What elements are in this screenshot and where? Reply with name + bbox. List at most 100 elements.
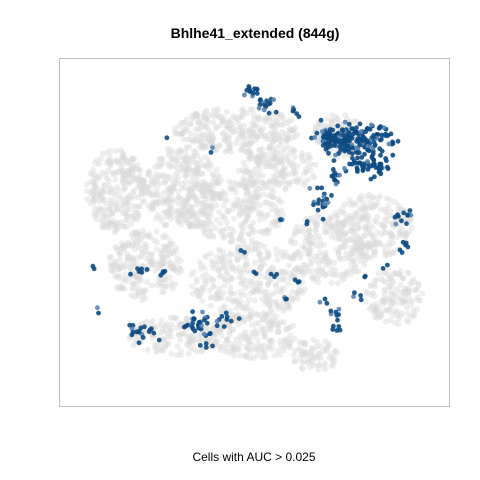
active-cell-point [332,133,337,138]
background-cell-point [347,213,353,219]
background-cell-point [271,156,277,162]
active-cell-point [145,267,150,272]
background-cell-point [131,281,137,287]
active-cell-point [316,201,321,206]
active-cell-point [394,222,399,227]
background-cell-point [306,227,312,233]
background-cell-point [266,310,272,316]
background-cell-point [118,245,124,251]
background-cell-point [411,311,417,317]
background-cell-point [290,165,296,171]
background-cell-point [149,203,155,209]
active-cell-point [347,122,352,127]
background-cell-point [170,197,176,203]
background-cell-point [352,264,358,270]
background-cell-point [93,216,99,222]
background-cell-point [263,136,269,142]
active-cell-point [325,301,330,306]
active-cell-point [149,326,154,331]
background-cell-point [128,221,134,227]
background-cell-point [269,201,275,207]
background-cell-point [240,241,246,247]
active-cell-point [315,186,320,191]
background-cell-point [221,203,227,209]
background-cell-point [320,122,326,128]
background-cell-point [344,237,350,243]
active-cell-point [365,159,370,164]
background-cell-point [194,215,200,221]
active-cell-point [255,91,260,96]
background-cell-point [139,252,145,258]
active-cell-point [137,329,142,334]
background-cell-point [278,287,284,293]
background-cell-point [276,198,282,204]
background-cell-point [158,163,164,169]
background-cell-point [322,366,328,372]
background-cell-point [163,222,169,228]
background-cell-point [214,254,220,260]
background-cell-point [155,323,161,329]
background-cell-point [275,306,281,312]
background-cell-point [399,311,405,317]
background-cell-point [390,297,396,303]
active-cell-point [396,139,401,144]
background-cell-point [198,222,204,228]
active-cell-point [210,344,215,349]
background-cell-point [218,220,224,226]
background-cell-point [290,323,296,329]
background-cell-point [205,182,211,188]
active-cell-point [204,341,209,346]
background-cell-point [208,295,214,301]
background-cell-point [336,251,342,257]
background-cell-point [243,164,249,170]
background-cell-point [257,252,263,258]
background-cell-point [177,337,183,343]
background-cell-point [300,150,306,156]
background-cell-point [248,349,254,355]
background-cell-point [189,117,195,123]
background-cell-point [196,333,202,339]
background-cell-point [342,112,348,118]
background-cell-point [234,140,240,146]
background-cell-point [205,119,211,125]
active-cell-point [404,221,409,226]
background-cell-point [177,147,183,153]
active-cell-point [141,335,146,340]
active-cell-point [158,273,163,278]
background-cell-point [185,214,191,220]
active-cell-point [355,169,360,174]
active-cell-point [198,343,203,348]
background-cell-point [220,227,226,233]
background-cell-point [229,266,235,272]
background-cell-point [125,198,131,204]
background-cell-point [219,333,225,339]
background-cell-point [213,225,219,231]
background-cell-point [121,175,127,181]
active-cell-point [262,103,267,108]
background-cell-point [293,171,299,177]
background-cell-point [299,365,305,371]
background-cell-point [191,337,197,343]
background-cell-point [121,184,127,190]
active-cell-point [405,213,410,218]
active-cell-point [357,161,362,166]
background-cell-point [150,318,156,324]
background-cell-point [170,285,176,291]
background-cell-point [260,354,266,360]
active-cell-point [326,151,331,156]
background-cell-point [396,316,402,322]
background-cell-point [363,299,369,305]
background-cell-point [169,280,175,286]
background-cell-point [182,156,188,162]
background-cell-point [186,351,192,357]
background-cell-point [341,153,347,159]
background-cell-point [313,354,319,360]
background-cell-point [267,130,273,136]
background-cell-point [250,111,256,117]
background-cell-point [246,231,252,237]
background-cell-point [169,351,175,357]
active-cell-point [202,317,207,322]
active-cell-point [369,177,374,182]
background-cell-point [125,168,131,174]
background-cell-point [216,259,222,265]
